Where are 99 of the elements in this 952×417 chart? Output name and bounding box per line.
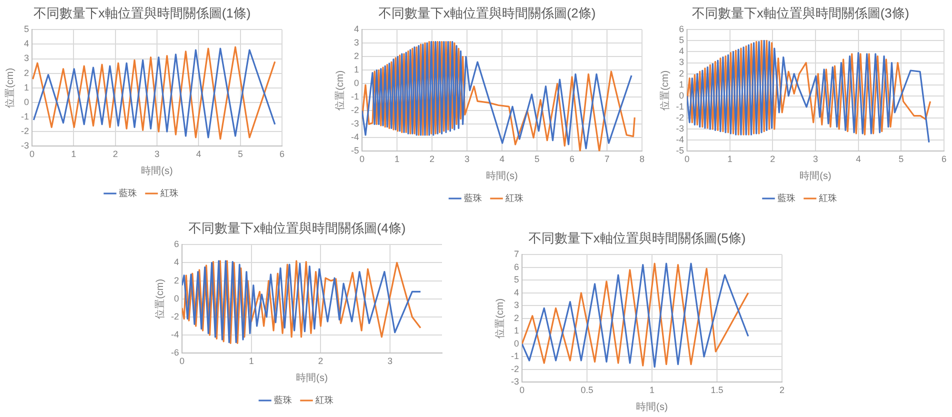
x-tick-label: 1: [649, 385, 655, 396]
x-tick-label: 2: [318, 356, 324, 366]
y-tick-label: 0: [678, 90, 684, 100]
y-tick-label: -2: [20, 126, 29, 136]
y-axis-title: 位置(cm): [154, 278, 166, 319]
legend-label: 紅珠: [506, 192, 524, 203]
legend-label: 紅珠: [819, 192, 837, 203]
y-tick-label: 2: [354, 51, 359, 62]
y-tick-label: 3: [514, 300, 519, 310]
x-tick-label: 7: [604, 154, 610, 164]
x-axis-title: 時間(s): [296, 372, 328, 384]
y-tick-label: -3: [510, 376, 519, 387]
y-tick-label: 4: [354, 24, 359, 34]
y-tick-label: -5: [676, 146, 684, 156]
y-tick-label: -3: [676, 124, 684, 134]
x-tick-label: 1: [727, 154, 732, 164]
x-tick-label: 2: [770, 154, 776, 164]
x-tick-label: 5: [898, 154, 904, 164]
y-axis-title: 位置(cm): [4, 68, 16, 108]
y-tick-label: 1: [24, 82, 29, 92]
legend-label: 紅珠: [160, 188, 178, 198]
y-tick-label: -1: [510, 351, 519, 362]
y-tick-label: 4: [24, 38, 29, 49]
y-tick-label: 2: [514, 312, 519, 323]
y-tick-label: 1: [514, 326, 519, 336]
y-tick-label: -2: [676, 112, 684, 123]
x-axis-title: 時間(s): [636, 400, 668, 413]
x-tick-label: 1.5: [710, 385, 724, 396]
y-tick-label: 3: [24, 53, 29, 64]
x-tick-label: 8: [639, 154, 645, 164]
y-tick-label: -2: [350, 105, 359, 116]
y-tick-label: -4: [350, 132, 359, 142]
y-tick-label: 5: [514, 274, 519, 285]
chart-title: 不同數量下x軸位置與時間關係圖(2條): [378, 5, 596, 20]
y-tick-label: 0: [354, 78, 359, 88]
chart-title: 不同數量下x軸位置與時間關係圖(3條): [692, 5, 910, 20]
legend-label: 藍珠: [778, 192, 796, 203]
x-axis-title: 時間(s): [486, 170, 518, 182]
y-tick-label: 6: [678, 24, 684, 34]
x-axis-title: 時間(s): [800, 170, 832, 182]
y-axis-title: 位置(cm): [334, 70, 346, 110]
y-tick-label: 1: [354, 64, 359, 75]
x-axis-title: 時間(s): [141, 164, 173, 177]
y-tick-label: -3: [20, 140, 29, 151]
x-tick-label: 1: [71, 149, 76, 160]
legend-label: 紅珠: [316, 394, 334, 405]
x-tick-label: 4: [499, 154, 505, 164]
y-tick-label: 5: [678, 35, 684, 46]
chart-title: 不同數量下x軸位置與時間關係圖(5條): [528, 230, 746, 246]
y-tick-label: 1: [678, 79, 684, 90]
x-tick-label: 4: [856, 154, 861, 164]
x-tick-label: 5: [238, 149, 243, 160]
chart-title: 不同數量下x軸位置與時間關係圖(1條): [33, 5, 251, 20]
x-tick-label: 3: [387, 356, 393, 366]
x-tick-label: 6: [279, 149, 285, 160]
y-tick-label: -1: [676, 101, 684, 112]
y-tick-label: 6: [514, 262, 519, 272]
y-tick-label: 2: [24, 68, 29, 78]
x-tick-label: 6: [941, 154, 947, 164]
legend-label: 藍珠: [464, 192, 482, 203]
x-tick-label: 4: [196, 149, 202, 160]
y-tick-label: -2: [170, 311, 179, 322]
y-tick-label: 4: [678, 46, 684, 56]
y-tick-label: 4: [514, 287, 519, 298]
y-tick-label: 0: [514, 338, 519, 348]
y-tick-label: -4: [170, 330, 179, 340]
x-tick-label: 1: [248, 356, 254, 366]
y-tick-label: 7: [514, 249, 519, 260]
y-tick-label: -3: [350, 118, 359, 129]
y-tick-label: 3: [354, 38, 359, 48]
y-axis-title: 位置(cm): [494, 298, 506, 338]
y-tick-label: -5: [350, 146, 359, 156]
y-tick-label: 0: [174, 293, 179, 304]
y-tick-label: 4: [174, 257, 179, 268]
x-tick-label: 3: [464, 154, 470, 164]
chart-title: 不同數量下x軸位置與時間關係圖(4條): [188, 220, 406, 236]
y-tick-label: 5: [24, 24, 29, 34]
y-axis-title: 位置(cm): [658, 70, 671, 110]
x-tick-label: 2: [112, 149, 118, 160]
x-tick-label: 0.5: [580, 385, 594, 396]
x-tick-label: 2: [779, 385, 785, 396]
x-tick-label: 2: [429, 154, 435, 164]
y-tick-label: -1: [20, 112, 29, 122]
y-tick-label: 0: [24, 96, 29, 107]
y-tick-label: 2: [678, 68, 684, 78]
y-tick-label: -1: [350, 92, 359, 102]
x-tick-label: 3: [154, 149, 160, 160]
y-tick-label: -2: [510, 364, 519, 374]
y-tick-label: 3: [678, 57, 684, 68]
y-tick-label: -6: [170, 348, 179, 358]
x-tick-label: 1: [394, 154, 400, 164]
y-tick-label: 2: [174, 275, 179, 286]
legend-label: 藍珠: [119, 188, 137, 198]
x-tick-label: 6: [569, 154, 575, 164]
x-tick-label: 5: [534, 154, 540, 164]
legend-label: 藍珠: [274, 394, 292, 405]
y-tick-label: 6: [174, 239, 179, 250]
x-tick-label: 3: [812, 154, 818, 164]
y-tick-label: -4: [676, 134, 684, 145]
